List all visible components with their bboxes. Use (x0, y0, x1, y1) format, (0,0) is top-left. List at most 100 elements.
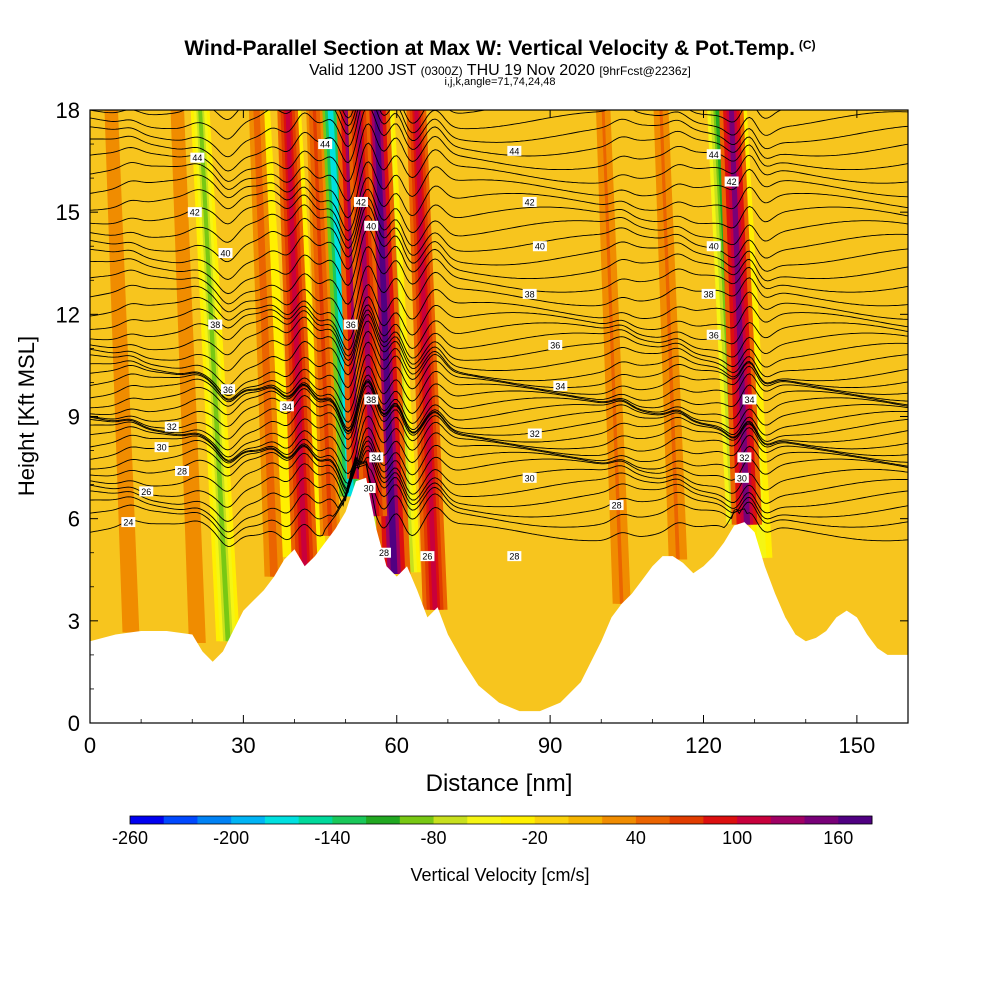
updraft-plume (104, 110, 140, 633)
updraft-plume (170, 110, 206, 643)
contour-label: 34 (279, 401, 294, 412)
contour-label-text: 30 (157, 443, 167, 453)
velocity-band (312, 110, 333, 536)
theta-isentrope (90, 214, 908, 280)
contour-label-text: 44 (709, 150, 719, 160)
colorbar-swatch (501, 816, 536, 824)
x-tick-label: 60 (385, 733, 409, 758)
contour-labels: 24 26 28 30 32 34 36 38 40 42 44 44 42 40 36 38 34 30 28 26… (121, 139, 757, 562)
contour-label: 36 (221, 384, 236, 395)
colorbar-swatch (399, 816, 435, 824)
colorbar: -260 -200 -140 -80 -20 40 100 160 (112, 815, 873, 848)
contour-label-text: 44 (192, 153, 202, 163)
theta-isentrope (90, 435, 908, 491)
title-main: Wind-Parallel Section at Max W: Vertical… (184, 37, 795, 60)
contour-label-text: 26 (141, 487, 151, 497)
colorbar-swatch (703, 816, 738, 824)
contour-label: 38 (522, 288, 537, 299)
chart-title: Wind-Parallel Section at Max W: Vertical… (0, 37, 1000, 61)
theta-isentrope (90, 445, 908, 496)
updraft-plume (653, 110, 688, 560)
contour-label: 30 (522, 472, 537, 483)
colorbar-tick-label: -20 (522, 828, 548, 848)
valid-date: THU 19 Nov 2020 (466, 62, 595, 79)
contour-label: 38 (208, 319, 223, 330)
colorbar-swatch (804, 816, 839, 824)
contour-label: 28 (507, 551, 522, 562)
contour-label: 28 (175, 465, 190, 476)
contour-label-text: 28 (177, 466, 187, 476)
theta-isentrope (90, 283, 908, 342)
theta-contours (90, 110, 908, 547)
velocity-band (601, 110, 624, 604)
theta-isentrope (90, 460, 908, 533)
colorbar-swatch (770, 816, 806, 824)
contour-label: 32 (737, 452, 752, 463)
x-axis-label: Distance [nm] (426, 770, 573, 797)
contour-label-text: 28 (509, 552, 519, 562)
velocity-band (176, 110, 200, 643)
contour-label: 42 (353, 196, 368, 207)
x-tick-label: 150 (839, 733, 876, 758)
contour-label-text: 38 (366, 395, 376, 405)
theta-isentrope (90, 161, 908, 219)
contour-label: 36 (706, 329, 721, 340)
theta-isentrope (90, 197, 908, 249)
forecast-info: [9hrFcst@2236z] (599, 64, 691, 78)
theta-isentrope (90, 374, 908, 429)
contour-label: 42 (724, 176, 739, 187)
theta-isentrope (90, 440, 908, 493)
contour-label: 44 (318, 139, 333, 150)
y-tick-label: 0 (68, 711, 80, 736)
colorbar-swatch (467, 816, 502, 824)
colorbar-swatch (534, 816, 569, 824)
colorbar-tick-label: -140 (314, 828, 350, 848)
contour-label: 26 (139, 486, 154, 497)
contour-label: 42 (522, 196, 537, 207)
contour-label: 36 (548, 339, 563, 350)
velocity-band (659, 110, 680, 560)
theta-isentrope (90, 110, 908, 158)
contour-label-text: 28 (612, 501, 622, 511)
valid-time: Valid 1200 JST (309, 62, 417, 79)
theta-isentrope (90, 304, 908, 357)
contour-label: 42 (187, 207, 202, 218)
updraft-plume (406, 110, 448, 610)
theta-isentrope (90, 245, 908, 305)
utc-time: (0300Z) (420, 64, 463, 78)
contour-label-text: 30 (364, 484, 374, 494)
y-axis-label: Height [Kft MSL] (14, 336, 39, 496)
theta-isentrope (90, 188, 908, 242)
contour-label: 38 (364, 394, 379, 405)
colorbar-swatch (231, 816, 266, 824)
theta-isentrope (90, 176, 908, 232)
theta-isentrope (90, 296, 908, 351)
contour-label: 40 (218, 248, 233, 259)
contour-label-text: 32 (530, 429, 540, 439)
x-tick-label: 90 (538, 733, 562, 758)
y-tick-label: 12 (56, 302, 80, 327)
contour-label-text: 40 (366, 221, 376, 231)
contour-label-text: 34 (282, 402, 292, 412)
velocity-band (356, 110, 377, 517)
colorbar-tick-label: 160 (823, 828, 853, 848)
theta-isentrope (90, 110, 908, 140)
contour-label-text: 42 (525, 197, 535, 207)
theta-isentrope (90, 415, 908, 475)
colorbar-tick-label: 100 (722, 828, 752, 848)
contour-label-text: 28 (379, 548, 389, 558)
colorbar-swatch (332, 816, 367, 824)
chart-subtitle: Valid 1200 JST (0300Z) THU 19 Nov 2020 [… (0, 62, 1000, 80)
contour-label: 30 (734, 472, 749, 483)
theta-isentrope (90, 205, 908, 263)
contour-label-text: 32 (739, 453, 749, 463)
theta-isentrope (90, 110, 782, 127)
contour-label-text: 38 (704, 289, 714, 299)
theta-isentrope (90, 402, 908, 462)
colorbar-swatch (197, 816, 232, 824)
velocity-band (198, 110, 231, 642)
y-tick-label: 18 (56, 98, 80, 123)
contour-label: 34 (553, 380, 568, 391)
colorbar-tick-label: -200 (213, 828, 249, 848)
